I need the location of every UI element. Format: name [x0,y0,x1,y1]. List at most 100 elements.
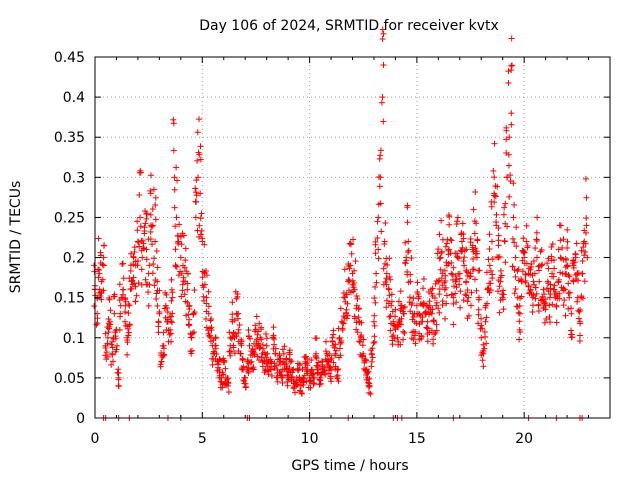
data-point [371,312,378,319]
data-point [372,283,379,290]
data-point [400,304,407,311]
data-point [367,390,374,397]
data-point [188,347,195,354]
data-point [200,284,207,291]
data-point [372,250,379,257]
data-point [172,223,179,230]
data-point [361,357,368,364]
data-point [582,175,589,182]
data-point [536,278,543,285]
data-point [457,288,464,295]
data-point [237,350,244,357]
data-point [383,275,390,282]
data-point [488,238,495,245]
data-point [131,244,138,251]
data-point [371,322,378,329]
data-point [509,235,516,242]
data-point [471,276,478,283]
data-point [460,258,467,265]
data-point [533,229,540,236]
data-point [505,79,512,86]
data-point [231,350,238,357]
data-point [94,315,101,322]
data-point [332,363,339,370]
x-axis-label: GPS time / hours [291,458,408,474]
data-point [512,286,519,293]
data-point [208,316,215,323]
data-point [107,321,114,328]
data-point [93,321,100,328]
data-point [125,329,132,336]
data-point [498,272,505,279]
plot-frame [94,56,611,419]
data-point [115,376,122,383]
data-point [461,254,468,261]
y-tick-label: 0 [76,411,85,427]
data-point [116,326,123,333]
data-point [177,254,184,261]
data-point [472,245,479,252]
data-point [105,320,112,327]
data-point [163,304,170,311]
data-point [463,279,470,286]
data-point [500,287,507,294]
data-point [459,220,466,227]
data-point [409,300,416,307]
data-point [176,221,183,228]
data-point [198,210,205,217]
data-point [380,30,387,37]
data-point [366,389,373,396]
data-point [435,305,442,312]
data-point [191,287,198,294]
data-point [149,270,156,277]
data-point [560,285,567,292]
data-point [512,273,519,280]
data-point [479,357,486,364]
data-point [551,282,558,289]
data-point [534,214,541,221]
data-point [200,293,207,300]
data-point [179,230,186,237]
data-point [510,214,517,221]
data-point [119,261,126,268]
data-point [91,303,98,310]
data-point [259,341,266,348]
data-point [387,276,394,283]
data-point [149,222,156,229]
data-point [542,306,549,313]
data-point [199,274,206,281]
data-point [491,192,498,199]
data-point [480,347,487,354]
data-point [503,127,510,134]
data-point [372,241,379,248]
data-point [173,263,180,270]
data-point [258,326,265,333]
data-point [153,248,160,255]
data-point [435,278,442,285]
data-point [410,328,417,335]
data-point [477,325,484,332]
data-point [461,262,468,269]
data-point [581,278,588,285]
data-point [515,266,522,273]
data-point [443,240,450,247]
data-point [408,335,415,342]
data-point [483,340,490,347]
data-point [453,299,460,306]
axis-ticks: 0 0.05 0.1 0.15 0.2 0.25 0.3 0.35 0.4 0.45 0 5 10 15 2… [54,50,610,447]
data-point [492,182,499,189]
data-point [317,380,324,387]
data-point [205,288,212,295]
data-point [557,237,564,244]
data-point [258,336,265,343]
data-point [358,332,365,339]
data-point [245,327,252,334]
data-point [153,295,160,302]
data-point [152,216,159,223]
data-point [137,167,144,174]
data-point [402,260,409,267]
data-point [195,174,201,181]
data-point [564,245,571,252]
data-point [433,321,440,328]
y-tick-label: 0.25 [54,210,85,226]
